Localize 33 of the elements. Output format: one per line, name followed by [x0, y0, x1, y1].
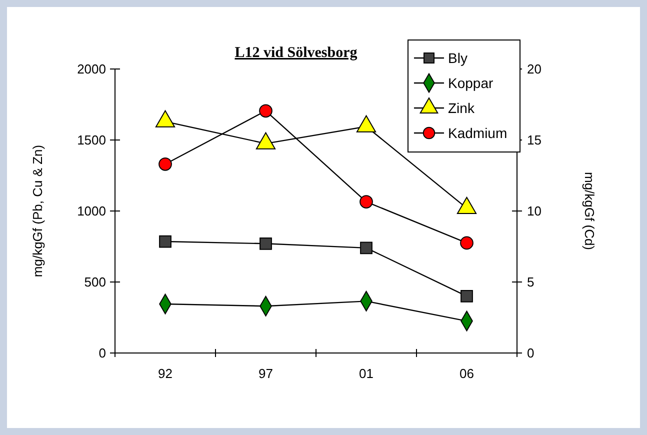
y2-axis-title: mg/kgGf (Cd): [582, 172, 597, 250]
point: [360, 242, 372, 254]
x-tick-label: 97: [258, 366, 273, 381]
point: [159, 235, 172, 248]
y2-tick-label: 0: [527, 346, 534, 361]
y2-tick-label: 5: [527, 274, 534, 290]
point: [256, 132, 276, 150]
point: [456, 196, 477, 214]
y-tick-label: 2000: [77, 62, 106, 77]
point: [155, 110, 176, 128]
x-tick-label: 01: [359, 366, 374, 381]
y-tick-label: 1500: [77, 132, 106, 148]
chart-title: L12 vid Sölvesborg: [234, 45, 358, 61]
y-tick-label: 0: [98, 346, 106, 361]
y-axis-title: mg/kgGf (Pb, Cu & Zn): [30, 144, 45, 278]
point: [158, 157, 172, 171]
legend-label: Bly: [448, 50, 468, 66]
y-tick-label: 1000: [77, 204, 106, 219]
point: [360, 195, 373, 208]
y2-tick-label: 20: [527, 62, 542, 77]
x-tick-label: 06: [460, 366, 474, 381]
point: [356, 115, 376, 132]
point: [259, 104, 272, 118]
point: [460, 236, 474, 250]
legend-label: Kadmium: [448, 124, 508, 141]
legend-label: Koppar: [448, 74, 494, 91]
y2-tick-label: 10: [527, 204, 542, 219]
x-tick-label: 92: [158, 366, 172, 381]
point: [460, 290, 473, 302]
point: [260, 237, 272, 250]
legend-label: Zink: [448, 100, 476, 116]
y-tick-label: 500: [84, 274, 106, 290]
y2-tick-label: 15: [527, 132, 542, 148]
